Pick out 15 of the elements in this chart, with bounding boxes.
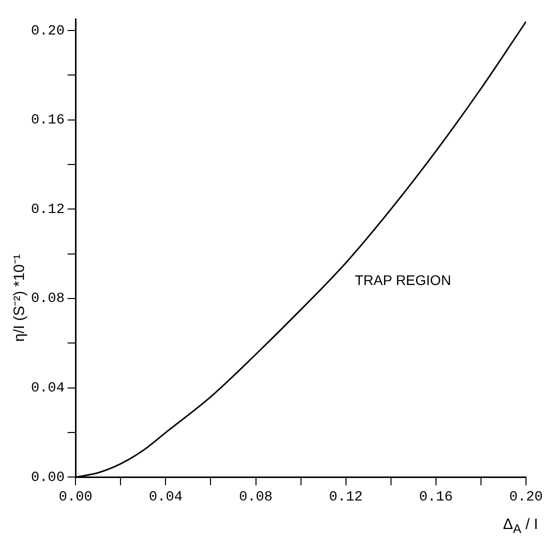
y-tick-label: 0.12 (30, 202, 65, 218)
x-tick-label: 0.00 (58, 489, 92, 506)
y-axis-title: η/I (S⁻²) *10⁻¹ (10, 253, 28, 344)
annotation: TRAP REGION (354, 272, 452, 288)
x-axis-title: Δ$_{A}$ / I (502, 516, 538, 536)
y-tick-label: 0.20 (30, 23, 65, 40)
x-tick-label: 0.04 (148, 489, 182, 506)
x-tick-label: 0.08 (238, 489, 273, 506)
y-tick-label: 0.00 (30, 470, 65, 486)
x-tick-label: 0.16 (419, 489, 453, 506)
x-tick-label: 0.20 (509, 489, 543, 506)
y-tick-label: 0.16 (30, 112, 65, 129)
y-tick-label: 0.08 (30, 291, 65, 308)
y-tick-label: 0.04 (30, 380, 65, 397)
x-tick-label: 0.12 (329, 489, 363, 506)
